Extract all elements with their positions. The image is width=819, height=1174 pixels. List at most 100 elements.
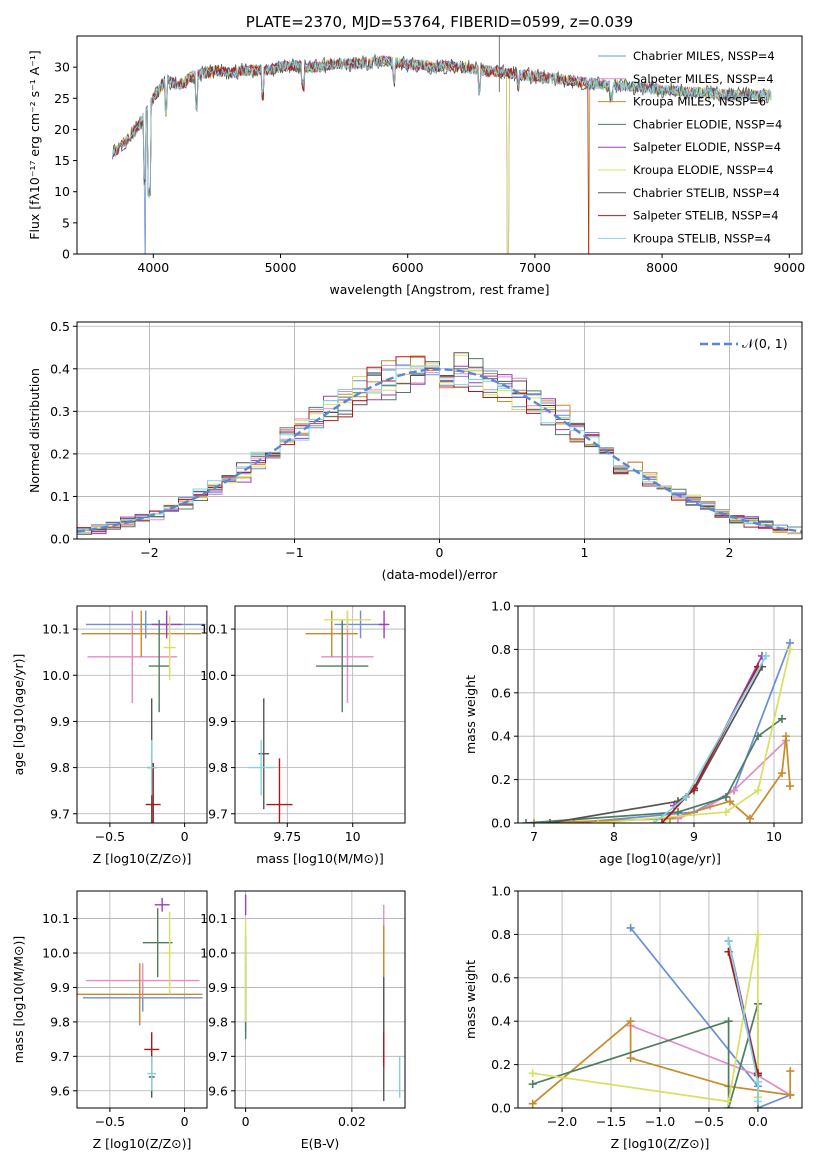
y-tick-label: 10.1: [200, 622, 228, 637]
y-tick-label: 25: [54, 91, 70, 106]
weight-marker: [528, 1080, 537, 1089]
weight-marker: [753, 1077, 762, 1086]
error-bar-point: [266, 758, 293, 823]
weight-marker: [778, 769, 786, 778]
weight-line: [532, 1003, 759, 1108]
legend-label: Kroupa MILES, NSSP=6: [633, 95, 766, 109]
x-axis-label: (data-model)/error: [382, 567, 499, 582]
weight-marker: [753, 1097, 762, 1106]
y-tick-label: 0.6: [491, 970, 511, 985]
plot-frame: [234, 605, 406, 824]
weight-marker: [594, 819, 602, 823]
y-tick-label: 0.8: [491, 642, 511, 657]
plot-frame: [76, 35, 803, 255]
weight-marker: [786, 782, 794, 791]
x-axis-label: Z [log10(Z/Z⊙)]: [611, 1136, 710, 1151]
error-bar-point: [258, 698, 269, 810]
error-bars: [77, 897, 203, 1098]
x-tick-label: 0: [181, 1114, 189, 1129]
x-tick-label: 6000: [392, 260, 424, 275]
legend-label: Chabrier ELODIE, NSSP=4: [633, 117, 782, 131]
y-tick-label: 0.4: [491, 1014, 511, 1029]
weight-marker: [782, 732, 790, 741]
plot-frame: [234, 890, 406, 1109]
x-tick-label: 7: [530, 829, 538, 844]
mass-vs-metallicity-panel: −0.5 0 9.6 9.7 9.8 9.9 10.0 10.1 Z [log10(Z/Z⊙)]…: [11, 890, 208, 1151]
x-tick-label: 5000: [265, 260, 297, 275]
y-tick-label: 0.2: [491, 772, 511, 787]
y-tick-label: 15: [54, 153, 70, 168]
error-bar-point: [147, 1056, 157, 1091]
plot-frame: [76, 890, 208, 1109]
y-tick-label: 10.1: [42, 911, 70, 926]
weight-line: [673, 655, 763, 807]
y-tick-label: 10.0: [42, 668, 70, 683]
legend-label: Chabrier MILES, NSSP=4: [633, 49, 775, 63]
y-tick-label: 10.1: [42, 622, 70, 637]
spectrum-lines: [112, 36, 772, 254]
y-axis-label: Normed distribution: [27, 368, 42, 493]
plot-frame: [517, 890, 803, 1109]
y-tick-label: 10.0: [42, 946, 70, 961]
weight-marker: [650, 819, 658, 823]
x-tick-label: 4000: [137, 260, 169, 275]
weight-marker: [658, 819, 666, 823]
x-axis-label: Z [log10(Z/Z⊙)]: [93, 851, 192, 866]
x-tick-label: 7000: [519, 260, 551, 275]
error-bar-point: [85, 963, 200, 998]
x-axis-label: mass [log10(M/M⊙)]: [256, 851, 384, 866]
y-tick-label: 9.9: [50, 980, 70, 995]
weight-marker: [754, 732, 762, 741]
y-tick-label: 9.7: [208, 1049, 228, 1064]
error-bar-point: [305, 610, 358, 657]
x-tick-label: 9: [690, 829, 698, 844]
weight-marker: [528, 1069, 537, 1078]
error-bar-point: [323, 610, 371, 630]
y-tick-label: 9.7: [208, 806, 228, 821]
x-tick-label: 8000: [646, 260, 678, 275]
weight-marker: [724, 1017, 733, 1026]
weight-marker: [746, 814, 754, 823]
weight-marker: [786, 645, 794, 654]
legend-label: Chabrier STELIB, NSSP=4: [633, 186, 780, 200]
weight-marker: [546, 819, 554, 823]
chart-title: PLATE=2370, MJD=53764, FIBERID=0599, z=0…: [246, 13, 633, 31]
weight-line: [525, 718, 783, 823]
histograms: [77, 352, 802, 538]
plot-frame: [76, 321, 803, 540]
x-tick-label: 9000: [773, 260, 805, 275]
y-tick-label: 0.1: [50, 489, 70, 504]
weight-marker: [730, 786, 738, 795]
x-tick-label: 0: [242, 1114, 250, 1129]
weight-marker: [530, 819, 538, 823]
weight-marker: [754, 786, 762, 795]
y-tick-label: 9.8: [50, 760, 70, 775]
y-axis-label: Flux [fλ10⁻¹⁷ erg cm⁻² s⁻¹ A⁻¹]: [27, 50, 42, 239]
x-tick-label: 10: [766, 829, 782, 844]
y-axis-label: mass [log10(M/M⊙)]: [11, 936, 26, 1064]
error-bar-point: [248, 739, 275, 796]
legend-label: 𝒩(0, 1): [742, 336, 788, 351]
error-bar-point: [148, 619, 170, 713]
y-tick-label: 0.6: [491, 685, 511, 700]
y-tick-label: 0.4: [491, 729, 511, 744]
legend-label: Salpeter MILES, NSSP=4: [633, 72, 774, 86]
age-vs-mass-panel: 9.75 10 9.7 9.8 9.9 10.0 10.1 mass [log10(M/M⊙)…: [200, 605, 406, 866]
weight-marker: [528, 1099, 537, 1108]
y-tick-label: 30: [54, 60, 70, 75]
legend-label: Kroupa STELIB, NSSP=4: [633, 231, 771, 245]
normal-curve: [77, 368, 802, 533]
weight-marker: [726, 797, 734, 806]
residual-histogram-panel: −2 −1 0 1 2 0.0 0.1 0.2 0.3 0.4 0.5 (data-model)/er…: [27, 319, 803, 582]
y-tick-label: 0.4: [50, 361, 70, 376]
weight-marker: [786, 1067, 795, 1076]
error-bar-point: [147, 739, 157, 796]
y-tick-label: 10.0: [200, 946, 228, 961]
x-tick-label: −1.0: [645, 1114, 675, 1129]
x-tick-label: −0.5: [694, 1114, 724, 1129]
weight-marker: [626, 1054, 635, 1063]
x-tick-label: 1: [581, 545, 589, 560]
mass-vs-ebv-panel: 0 0.02 9.6 9.7 9.8 9.9 10.0 10.1 E(B-V): [200, 890, 406, 1151]
weight-marker: [724, 936, 733, 945]
